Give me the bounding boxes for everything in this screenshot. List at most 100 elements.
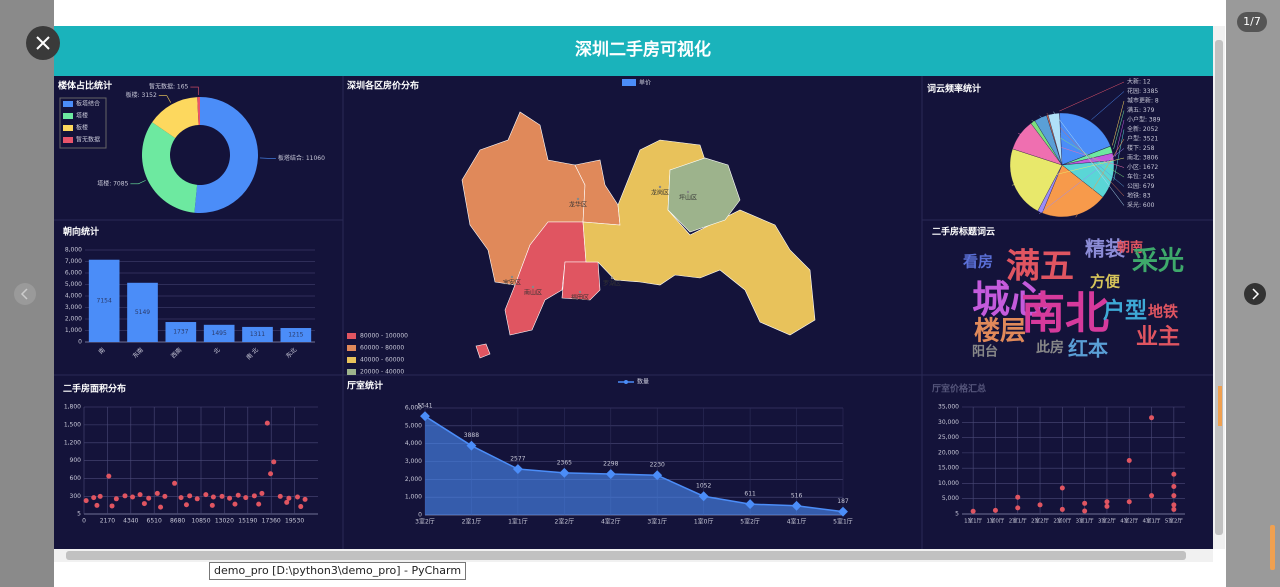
bar-label: 1495 xyxy=(212,330,227,337)
slice-label: 城市更新: 8 xyxy=(1127,97,1159,105)
point xyxy=(992,507,998,513)
y-tick-label: 35,000 xyxy=(938,404,959,411)
cloud-word: 采光 xyxy=(1132,247,1184,277)
point xyxy=(1082,500,1088,506)
x-tick-label: 1室1厅 xyxy=(964,517,982,525)
point xyxy=(284,499,290,505)
slice-label: 暂无数据: 165 xyxy=(149,83,189,91)
y-tick-label: 5 xyxy=(77,511,81,518)
y-tick-label: 1,500 xyxy=(64,421,81,428)
area xyxy=(425,416,843,515)
visualmap-swatch xyxy=(347,357,356,363)
point xyxy=(264,420,270,426)
visualmap-swatch xyxy=(347,345,356,351)
y-tick-label: 4,000 xyxy=(65,293,82,300)
map-region xyxy=(504,221,587,336)
cloud-word: 楼层 xyxy=(974,317,1026,347)
value-label: 516 xyxy=(791,492,803,499)
point xyxy=(271,459,277,465)
x-tick-label: 北 xyxy=(212,346,222,356)
cloud-word: 此房 xyxy=(1036,339,1064,356)
visualmap-swatch xyxy=(347,369,356,375)
bar-label: 5149 xyxy=(135,309,150,316)
header xyxy=(54,26,1213,76)
close-icon xyxy=(36,36,50,50)
x-tick-label: 2室2厅 xyxy=(555,518,575,526)
legend-marker xyxy=(624,380,628,384)
visualmap-label: 20000 - 40000 xyxy=(360,369,404,376)
label-line xyxy=(1113,110,1125,150)
slice-label: 塔楼: 7085 xyxy=(97,179,128,187)
y-tick-label: 30,000 xyxy=(938,419,959,426)
slice-label: 采光: 600 xyxy=(1127,201,1155,209)
next-button[interactable] xyxy=(1244,283,1266,305)
label-line xyxy=(1075,138,1125,218)
slice-label: 车位: 245 xyxy=(1127,173,1155,181)
region-dot xyxy=(576,197,580,201)
point xyxy=(277,493,283,499)
point xyxy=(178,495,184,501)
cloud-word: 地铁 xyxy=(1148,303,1178,321)
legend-label: 板楼 xyxy=(76,124,88,132)
point xyxy=(97,493,103,499)
cloud-word: 南北 xyxy=(1021,288,1109,339)
y-tick-label: 5,000 xyxy=(942,495,959,502)
marker xyxy=(838,506,848,517)
point xyxy=(1149,415,1155,421)
h-scroll-thumb[interactable] xyxy=(66,551,1186,560)
line xyxy=(424,415,844,513)
legend-swatch xyxy=(63,125,73,131)
cloud-word: 城心 xyxy=(972,278,1048,322)
point xyxy=(1015,505,1021,511)
point xyxy=(1171,506,1177,512)
prev-button[interactable] xyxy=(14,283,36,305)
visualmap-label: 60000 - 80000 xyxy=(360,345,404,352)
x-tick-label: 2室2厅 xyxy=(1031,517,1049,525)
point xyxy=(1104,499,1110,505)
marker xyxy=(698,491,709,502)
counter-box xyxy=(1237,12,1267,32)
y-tick-label: 5 xyxy=(955,511,959,518)
x-tick-label: 2170 xyxy=(100,518,115,525)
legend-frame xyxy=(59,97,107,149)
panel-borders xyxy=(54,76,1213,549)
x-tick-label: 5室2厅 xyxy=(740,518,760,526)
x-tick-label: 1室1厅 xyxy=(508,518,528,526)
point xyxy=(1171,502,1177,508)
panel-title: 朝向统计 xyxy=(63,226,99,238)
point xyxy=(113,496,119,502)
point xyxy=(91,495,97,501)
label-line xyxy=(1018,133,1125,168)
donut-slice xyxy=(194,97,259,213)
v-scroll-thumb[interactable] xyxy=(1215,40,1223,535)
x-tick-label: 4室2厅 xyxy=(601,518,621,526)
point xyxy=(137,492,143,498)
y-tick-label: 5,000 xyxy=(65,281,82,288)
point xyxy=(1104,503,1110,509)
value-label: 2298 xyxy=(603,461,618,468)
cloud-word: 业主 xyxy=(1136,325,1180,350)
region-label: 南山区 xyxy=(524,289,542,297)
label-line xyxy=(130,180,146,185)
bar xyxy=(127,282,158,342)
y-tick-label: 1,000 xyxy=(65,327,82,334)
bar xyxy=(203,324,235,342)
bar xyxy=(88,259,120,342)
region-label: 龙华区 xyxy=(569,201,587,209)
value-label: 1052 xyxy=(696,483,711,490)
point xyxy=(1015,494,1021,500)
x-tick-label: 3室1厅 xyxy=(647,518,667,526)
visualmap-label: 80000 - 100000 xyxy=(360,333,408,340)
region-label: 福田区 xyxy=(571,294,589,302)
value-label: 5541 xyxy=(417,403,432,410)
point xyxy=(194,496,200,502)
y-tick-label: 1,800 xyxy=(64,404,81,411)
slice-label: 地铁: 83 xyxy=(1127,192,1151,200)
legend-swatch xyxy=(63,101,73,107)
point xyxy=(1171,471,1177,477)
point xyxy=(1149,493,1155,499)
point xyxy=(227,495,233,501)
x-tick-label: 2室0厅 xyxy=(1053,517,1071,525)
x-tick-label: 2室1厅 xyxy=(1009,517,1027,525)
